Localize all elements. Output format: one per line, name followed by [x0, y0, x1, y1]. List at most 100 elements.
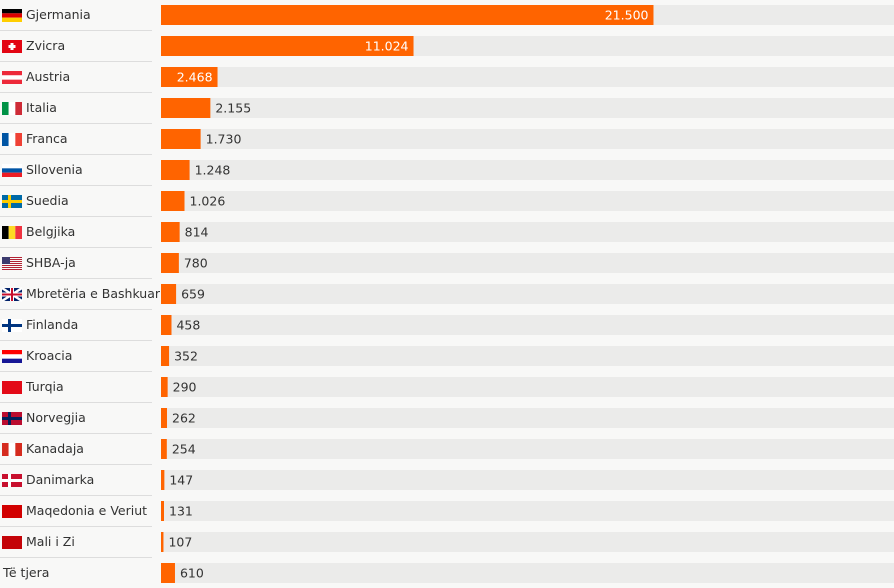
category-label: Danimarka	[26, 472, 94, 487]
category-label: Gjermania	[26, 7, 91, 22]
flag-part	[2, 293, 22, 296]
bar-track	[161, 67, 894, 87]
flag-icon	[2, 226, 22, 239]
bar-track	[161, 191, 894, 211]
bar	[161, 532, 164, 552]
bar	[161, 439, 167, 459]
flag-part	[2, 269, 22, 270]
flag-part	[2, 168, 22, 173]
value-label: 458	[176, 318, 200, 333]
flag-icon	[2, 536, 22, 549]
bar-track	[161, 439, 894, 459]
flag-part	[8, 45, 16, 48]
flag-part	[8, 443, 16, 456]
category-label: Austria	[26, 69, 70, 84]
flag-icon	[2, 319, 22, 332]
flag-icon	[2, 9, 22, 22]
flag-icon	[2, 350, 22, 363]
flag-part	[2, 350, 22, 355]
flag-part	[2, 267, 22, 268]
bar-track	[161, 501, 894, 521]
bar	[161, 284, 177, 304]
flag-part	[2, 200, 22, 203]
value-label: 1.730	[206, 132, 242, 147]
flag-part	[2, 261, 22, 262]
bar-track	[161, 98, 894, 118]
flag-part	[2, 265, 22, 266]
flag-part	[2, 17, 22, 22]
flag-part	[8, 226, 16, 239]
category-label: Turqia	[25, 379, 64, 394]
value-label: 610	[180, 566, 204, 581]
bar-track	[161, 315, 894, 335]
bar	[161, 470, 165, 490]
bar	[161, 377, 168, 397]
bar	[161, 253, 179, 273]
flag-part	[15, 102, 22, 115]
flag-icon	[2, 133, 22, 146]
flag-part	[2, 71, 22, 76]
bar	[161, 501, 165, 521]
flag-part	[2, 417, 22, 420]
bar	[161, 346, 170, 366]
flag-part	[2, 9, 22, 14]
flag-part	[15, 443, 22, 456]
category-label: Mbretëria e Bashkuar	[26, 286, 161, 301]
bar	[161, 315, 172, 335]
value-label: 2.468	[177, 70, 213, 85]
flag-part	[2, 358, 22, 363]
bar-track	[161, 563, 894, 583]
value-label: 107	[168, 535, 192, 550]
flag-part	[2, 79, 22, 84]
bar	[161, 160, 190, 180]
category-label: Zvicra	[26, 38, 65, 53]
value-label: 780	[184, 256, 208, 271]
flag-part	[2, 102, 9, 115]
category-label: Suedia	[26, 193, 69, 208]
value-label: 11.024	[365, 39, 409, 54]
flag-part	[2, 354, 22, 359]
flag-part	[2, 536, 22, 549]
flag-part	[2, 443, 9, 456]
category-label: Norvegjia	[26, 410, 86, 425]
flag-part	[2, 324, 22, 327]
flag-icon	[2, 474, 22, 487]
flag-part	[2, 257, 10, 264]
flag-part	[2, 133, 9, 146]
category-label: SHBA-ja	[26, 255, 76, 270]
value-label: 147	[169, 473, 193, 488]
flag-part	[15, 226, 22, 239]
bar-track	[161, 253, 894, 273]
flag-icon	[2, 412, 22, 425]
category-label: Kanadaja	[26, 441, 84, 456]
flag-part	[15, 133, 22, 146]
flag-part	[8, 133, 16, 146]
bar	[161, 129, 201, 149]
flag-part	[2, 75, 22, 80]
bar-track	[161, 346, 894, 366]
bar-track	[161, 284, 894, 304]
flag-part	[2, 164, 22, 169]
category-label: Franca	[26, 131, 68, 146]
flag-part	[2, 479, 22, 482]
flag-icon	[2, 40, 22, 53]
category-label: Mali i Zi	[26, 534, 75, 549]
flag-icon	[2, 164, 22, 177]
flag-icon	[2, 381, 22, 394]
bar	[161, 191, 185, 211]
flag-part	[2, 172, 22, 177]
value-label: 1.248	[195, 163, 231, 178]
flag-icon	[2, 443, 22, 456]
bar	[161, 5, 654, 25]
category-label: Italia	[26, 100, 57, 115]
bar-track	[161, 129, 894, 149]
flag-icon	[2, 195, 22, 208]
bar	[161, 36, 414, 56]
flag-icon	[2, 71, 22, 84]
bar-track	[161, 470, 894, 490]
bar	[161, 222, 180, 242]
flag-part	[2, 505, 22, 518]
category-label: Sllovenia	[26, 162, 83, 177]
flag-icon	[2, 505, 22, 518]
